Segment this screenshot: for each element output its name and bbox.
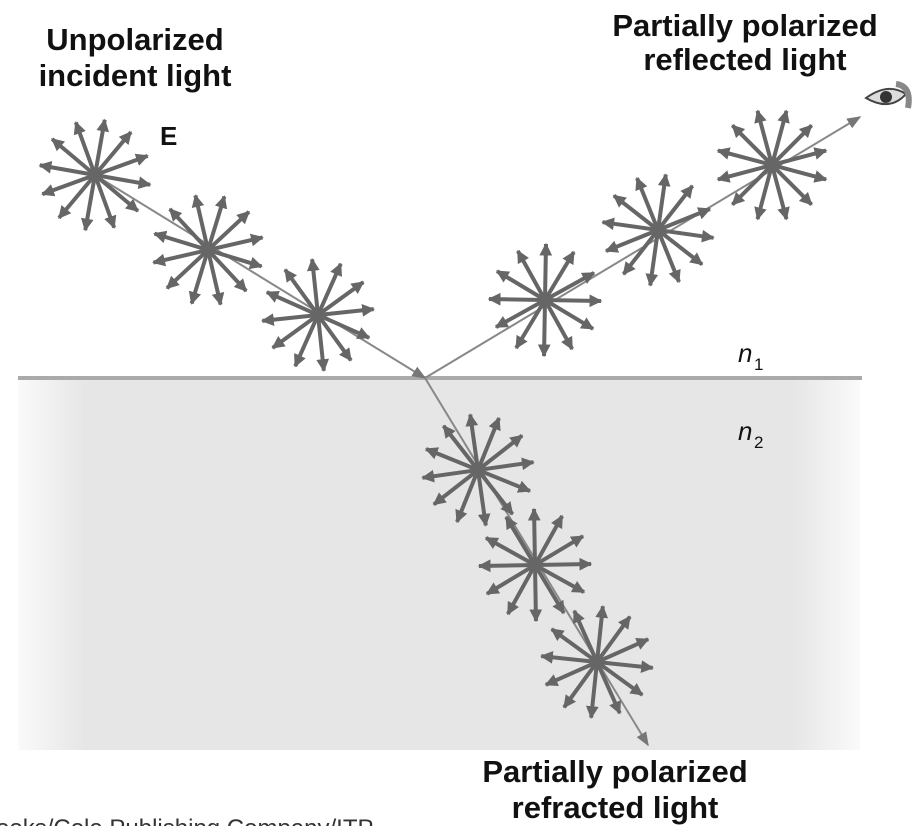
label: incident light: [39, 58, 232, 93]
field-arrow: [42, 156, 147, 194]
credit: ooks/Cole Publishing Company/ITP: [0, 815, 374, 826]
polarization-star: [489, 244, 601, 356]
index-subscript: 1: [754, 355, 763, 374]
label: Partially polarized: [612, 8, 877, 43]
polarization-star: [40, 120, 150, 230]
label: refracted light: [512, 790, 719, 825]
index-subscript: 2: [754, 433, 763, 452]
polarization-star: [262, 259, 373, 370]
polarization-star: [603, 175, 714, 286]
index-symbol: n: [738, 338, 752, 368]
eye: [866, 84, 909, 108]
label: reflected light: [643, 42, 846, 77]
incident-ray: [95, 175, 425, 378]
polarization-star: [153, 195, 262, 304]
medium-2: [18, 380, 860, 750]
field-label: E: [160, 121, 177, 151]
label: Partially polarized: [482, 754, 747, 789]
index-symbol: n: [738, 416, 752, 446]
diagram: Unpolarized incident light E Partially p…: [0, 0, 920, 826]
label: Unpolarized: [46, 22, 223, 57]
field-arrow: [489, 299, 601, 301]
polarization-star: [718, 111, 826, 219]
